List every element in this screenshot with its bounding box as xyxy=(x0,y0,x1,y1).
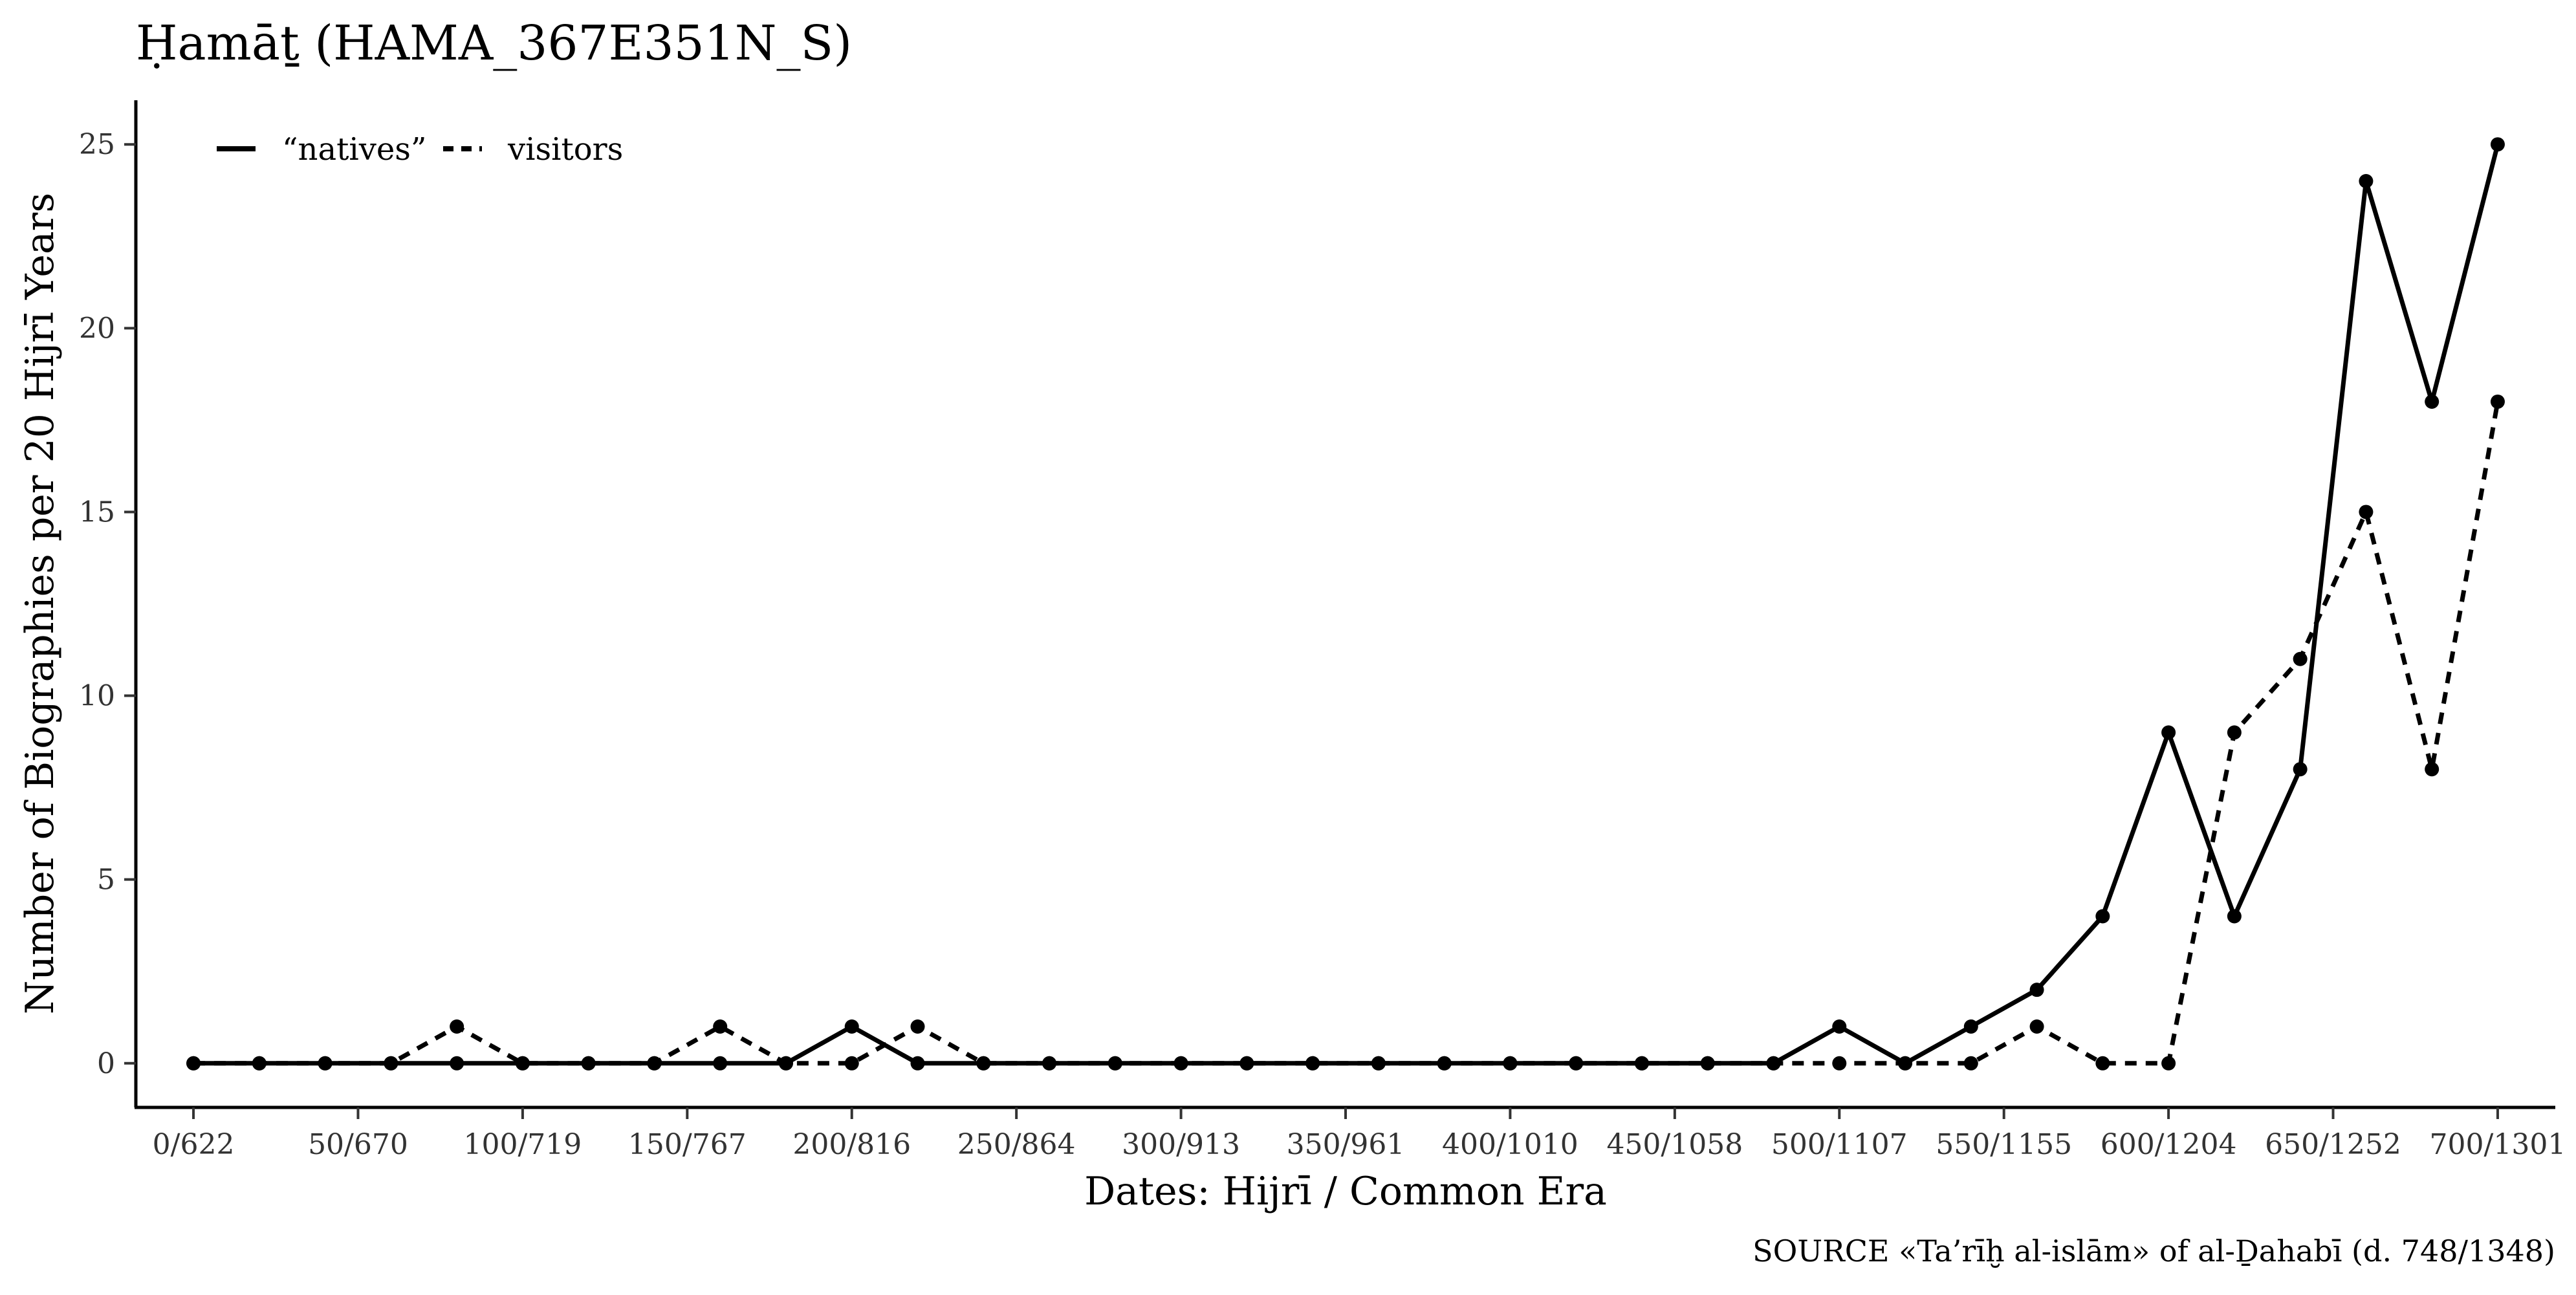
data-point-natives xyxy=(1832,1019,1847,1034)
y-axis-title: Number of Biographies per 20 Hijrī Years xyxy=(17,193,63,1014)
y-ticks: 0 5 10 15 20 25 xyxy=(79,128,136,1080)
legend-label-natives: “natives” xyxy=(282,131,426,168)
data-point-visitors xyxy=(2359,505,2374,519)
data-point-visitors xyxy=(2293,651,2308,666)
data-point-visitors xyxy=(450,1019,464,1034)
series-line-visitors xyxy=(193,401,2500,1066)
plot-area xyxy=(186,137,2505,1071)
data-point-natives xyxy=(1371,1056,1386,1071)
data-point-natives xyxy=(515,1056,530,1071)
y-tick-label: 15 xyxy=(79,495,115,528)
data-point-natives xyxy=(384,1056,398,1071)
x-tick-label: 550/1155 xyxy=(1936,1128,2072,1161)
data-point-natives xyxy=(1305,1056,1320,1071)
data-point-natives xyxy=(1766,1056,1781,1071)
data-point-visitors xyxy=(2095,1056,2110,1071)
data-point-natives xyxy=(1569,1056,1584,1071)
y-tick-label: 0 xyxy=(97,1047,115,1080)
x-tick-label: 100/719 xyxy=(463,1128,582,1161)
data-point-visitors xyxy=(2425,762,2440,777)
x-ticks: 0/622 50/670 100/719 150/767 200/816 250/864 3… xyxy=(153,1107,2566,1161)
data-point-natives xyxy=(1042,1056,1057,1071)
data-point-natives xyxy=(1503,1056,1518,1071)
data-point-visitors xyxy=(2161,1056,2176,1071)
data-point-natives xyxy=(1898,1056,1913,1071)
y-tick-label: 10 xyxy=(79,680,115,713)
y-tick-label: 5 xyxy=(97,864,115,897)
data-point-natives xyxy=(1108,1056,1122,1071)
data-point-visitors xyxy=(844,1056,859,1071)
data-point-visitors xyxy=(910,1019,925,1034)
data-point-natives xyxy=(1634,1056,1649,1071)
x-tick-label: 400/1010 xyxy=(1442,1128,1578,1161)
data-point-visitors xyxy=(2490,394,2505,409)
data-point-natives xyxy=(318,1056,333,1071)
x-tick-label: 450/1058 xyxy=(1606,1128,1743,1161)
x-axis-title: Dates: Hijrī / Common Era xyxy=(1084,1169,1607,1214)
data-point-natives xyxy=(1239,1056,1254,1071)
x-tick-label: 350/961 xyxy=(1287,1128,1405,1161)
data-point-natives xyxy=(450,1056,464,1071)
data-point-natives xyxy=(1173,1056,1188,1071)
data-point-natives xyxy=(1700,1056,1715,1071)
data-point-natives xyxy=(910,1056,925,1071)
data-point-natives xyxy=(2029,983,2044,997)
data-point-natives xyxy=(713,1056,728,1071)
data-point-natives xyxy=(2293,762,2308,777)
data-point-natives xyxy=(778,1056,793,1071)
x-tick-label: 600/1204 xyxy=(2101,1128,2237,1161)
x-tick-label: 0/622 xyxy=(153,1128,235,1161)
x-tick-label: 250/864 xyxy=(957,1128,1076,1161)
data-point-natives xyxy=(976,1056,991,1071)
data-point-visitors xyxy=(1963,1056,1978,1071)
data-point-natives xyxy=(186,1056,201,1071)
data-point-natives xyxy=(252,1056,267,1071)
x-tick-label: 150/767 xyxy=(628,1128,747,1161)
data-point-natives xyxy=(1963,1019,1978,1034)
y-tick-label: 25 xyxy=(79,128,115,161)
x-tick-label: 50/670 xyxy=(308,1128,408,1161)
source-caption: SOURCE «Ta’rīḫ al-islām» of al-Ḏahabī (d… xyxy=(1752,1234,2555,1268)
data-point-visitors xyxy=(713,1019,728,1034)
legend-label-visitors: visitors xyxy=(507,131,623,168)
data-point-visitors xyxy=(2227,725,2242,740)
y-tick-label: 20 xyxy=(79,312,115,345)
data-point-natives xyxy=(2359,174,2374,189)
data-point-natives xyxy=(844,1019,859,1034)
data-point-natives xyxy=(2425,394,2440,409)
x-tick-label: 700/1301 xyxy=(2430,1128,2566,1161)
series-line-natives xyxy=(193,144,2500,1066)
data-point-natives xyxy=(2490,137,2505,152)
data-point-visitors xyxy=(1832,1056,1847,1071)
x-tick-label: 300/913 xyxy=(1122,1128,1240,1161)
x-tick-label: 200/816 xyxy=(792,1128,911,1161)
chart-title: Ḥamāṯ (HAMA_367E351N_S) xyxy=(136,16,852,71)
data-point-natives xyxy=(2095,909,2110,924)
data-point-natives xyxy=(1437,1056,1452,1071)
data-point-natives xyxy=(2161,725,2176,740)
legend: “natives” visitors xyxy=(217,131,623,168)
x-tick-label: 500/1107 xyxy=(1771,1128,1908,1161)
x-tick-label: 650/1252 xyxy=(2265,1128,2401,1161)
data-point-natives xyxy=(581,1056,596,1071)
data-point-natives xyxy=(647,1056,662,1071)
data-point-visitors xyxy=(2029,1019,2044,1034)
data-point-natives xyxy=(2227,909,2242,924)
